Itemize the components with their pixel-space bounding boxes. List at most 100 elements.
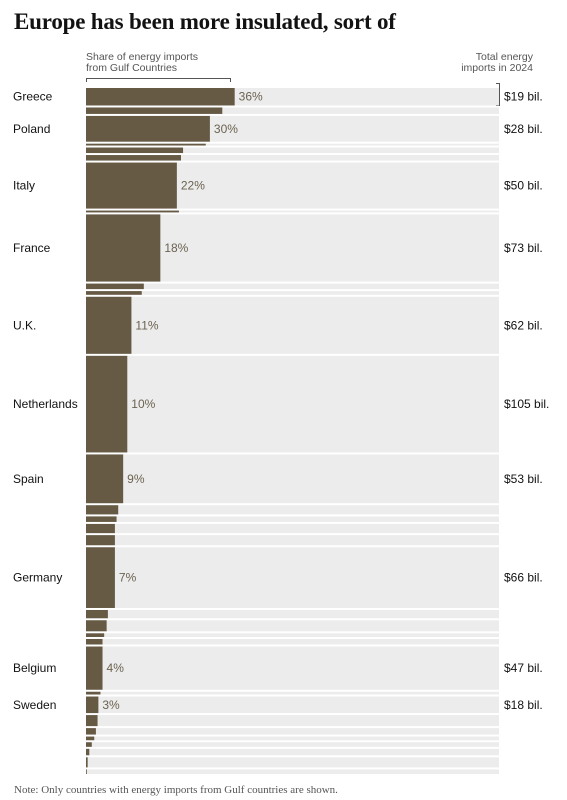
share-axis-header: Share of energy imports from Gulf Countr… [86,52,246,74]
total-header-bracket [496,83,500,106]
share-bar [86,736,95,741]
row-track [86,155,499,161]
share-bar [86,547,115,608]
share-label: 22% [181,179,205,193]
chart-row [86,609,499,619]
share-label: 3% [102,698,120,712]
share-bar [86,696,99,714]
row-track [86,454,499,504]
row-track [86,291,499,295]
chart-row [86,523,499,534]
total-axis-header: Total energy imports in 2024 [443,52,533,74]
share-label: 4% [107,661,125,675]
row-track [86,143,499,146]
share-label: 9% [127,472,145,486]
row-track [86,355,499,453]
row-track [86,742,499,747]
share-bar [86,454,124,504]
chart-row [86,620,499,632]
country-label: Netherlands [13,397,78,411]
row-track [86,757,499,768]
country-label: Italy [13,179,35,193]
total-label: $50 bil. [504,179,543,193]
total-label: $19 bil. [504,90,543,104]
chart-row [86,147,499,154]
chart-row: 9% Spain $53 bil. [13,454,543,504]
chart-row: 3% Sweden $18 bil. [13,696,543,714]
total-label: $53 bil. [504,472,543,486]
chart-row [86,143,499,146]
row-track [86,728,499,735]
share-label: 11% [135,318,158,332]
row-track [86,516,499,522]
chart-row: 11% U.K. $62 bil. [13,296,543,354]
chart-row [86,291,499,295]
chart-row: 22% Italy $50 bil. [13,162,543,209]
row-track [86,535,499,546]
chart-row [86,769,499,774]
chart-row [86,535,499,546]
row-track [86,633,499,637]
share-label: 18% [164,241,188,255]
row-track [86,523,499,534]
total-label: $28 bil. [504,122,543,136]
share-bar [86,283,144,290]
share-bar [86,210,179,213]
country-label: Sweden [13,698,56,712]
share-label: 10% [131,397,155,411]
share-header-line1: Share of energy imports [86,51,199,63]
row-track [86,547,499,608]
chart-row: 30% Poland $28 bil. [13,115,543,142]
row-track [86,748,499,756]
share-bar [86,115,210,142]
row-track [86,646,499,690]
row-track [86,609,499,619]
total-label: $73 bil. [504,241,543,255]
share-bar [86,143,206,146]
row-track [86,696,499,714]
chart-row: 7% Germany $66 bil. [13,547,543,608]
share-bar [86,355,128,453]
chart-row [86,728,499,735]
row-track [86,283,499,290]
chart-row [86,516,499,522]
row-track [86,505,499,515]
row-track [86,691,499,695]
country-label: U.K. [13,318,36,332]
share-label: 30% [214,122,238,136]
chart-row [86,736,499,741]
share-bar [86,646,103,690]
share-bar [86,107,223,114]
share-bar [86,535,115,546]
share-bar [86,742,92,747]
share-bar [86,620,107,632]
row-track [86,715,499,727]
chart-row [86,638,499,645]
chart-row [86,107,499,114]
chart-row [86,691,499,695]
chart-note: Note: Only countries with energy imports… [14,784,338,796]
share-bar [86,715,98,727]
chart-row [86,742,499,747]
total-label: $47 bil. [504,661,543,675]
chart-row: 4% Belgium $47 bil. [13,646,543,690]
row-track [86,620,499,632]
total-label: $18 bil. [504,698,543,712]
row-track [86,107,499,114]
row-track [86,147,499,154]
share-header-bracket [86,78,231,82]
chart-row: 10% Netherlands $105 bil. [13,355,549,453]
chart-row [86,210,499,213]
share-bar [86,523,115,534]
share-bar [86,88,235,106]
total-label: $62 bil. [504,318,543,332]
chart-row [86,155,499,161]
share-bar [86,633,105,637]
chart-row [86,715,499,727]
country-label: France [13,241,51,255]
row-track [86,769,499,774]
share-bar [86,291,142,295]
row-track [86,736,499,741]
share-bar [86,757,88,768]
total-header-line2: imports in 2024 [461,62,533,74]
